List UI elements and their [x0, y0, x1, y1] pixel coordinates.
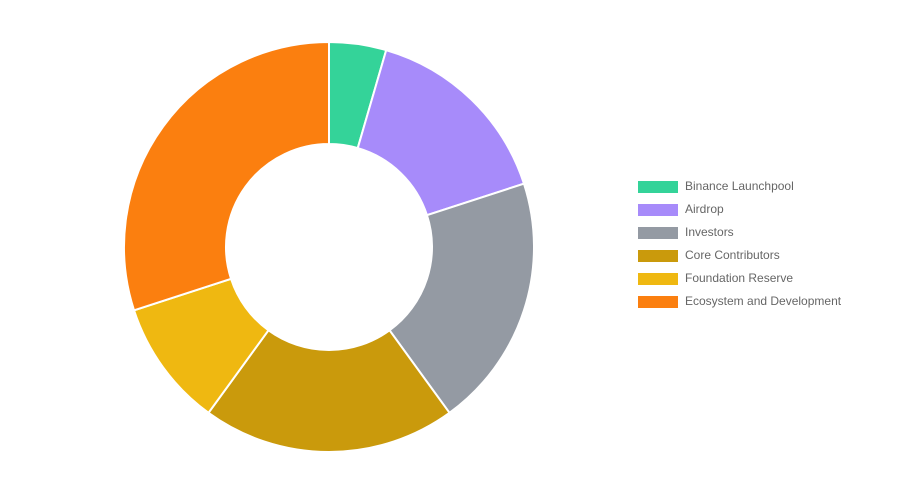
legend-label: Binance Launchpool	[685, 179, 794, 193]
legend-label: Foundation Reserve	[685, 271, 793, 285]
legend-swatch	[638, 181, 678, 193]
legend-swatch	[638, 227, 678, 239]
legend-swatch	[638, 296, 678, 308]
legend-label: Ecosystem and Development	[685, 294, 842, 308]
legend-label: Core Contributors	[685, 248, 780, 262]
slice	[388, 182, 535, 415]
legend-label: Investors	[685, 225, 734, 239]
slice	[123, 40, 330, 312]
slice	[207, 328, 451, 453]
legend-swatch	[638, 250, 678, 262]
legend-swatch	[638, 273, 678, 285]
slice	[356, 48, 526, 217]
legend-swatch	[638, 204, 678, 216]
legend-label: Airdrop	[685, 202, 724, 216]
